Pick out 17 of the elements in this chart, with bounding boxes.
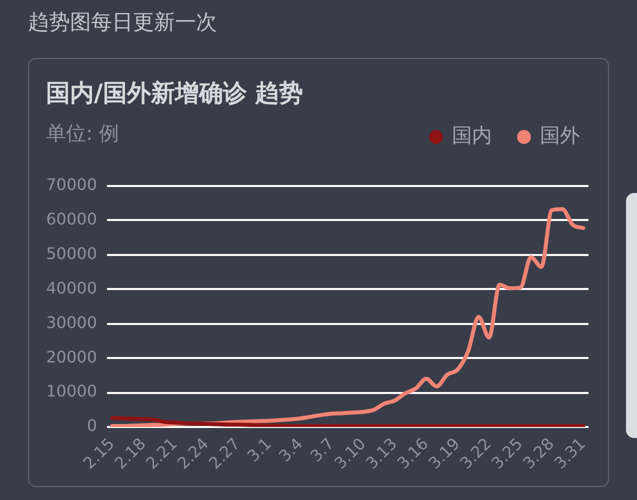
y-tick-label: 70000 — [46, 175, 97, 194]
y-tick-label: 30000 — [46, 312, 97, 332]
legend-label: 国外 — [540, 123, 580, 148]
chart-title: 国内/国外新增确诊 趋势 — [46, 78, 304, 109]
line-series — [110, 207, 586, 427]
y-tick-label: 60000 — [46, 210, 97, 229]
y-axis-title: 单位: 例 — [46, 120, 120, 146]
line-series — [110, 416, 586, 427]
y-tick-label: 40000 — [46, 278, 97, 298]
legend-label: 国内 — [452, 123, 492, 148]
y-tick-label: 10000 — [46, 382, 97, 401]
x-tick-label: 3.1 — [244, 434, 276, 466]
y-tick-label: 20000 — [46, 347, 97, 366]
y-tick-label: 0 — [86, 416, 97, 436]
chart-subtitle: 趋势图每日更新一次 — [28, 9, 217, 35]
x-tick-label: 3.4 — [274, 434, 306, 466]
y-tick-label: 50000 — [46, 244, 97, 264]
